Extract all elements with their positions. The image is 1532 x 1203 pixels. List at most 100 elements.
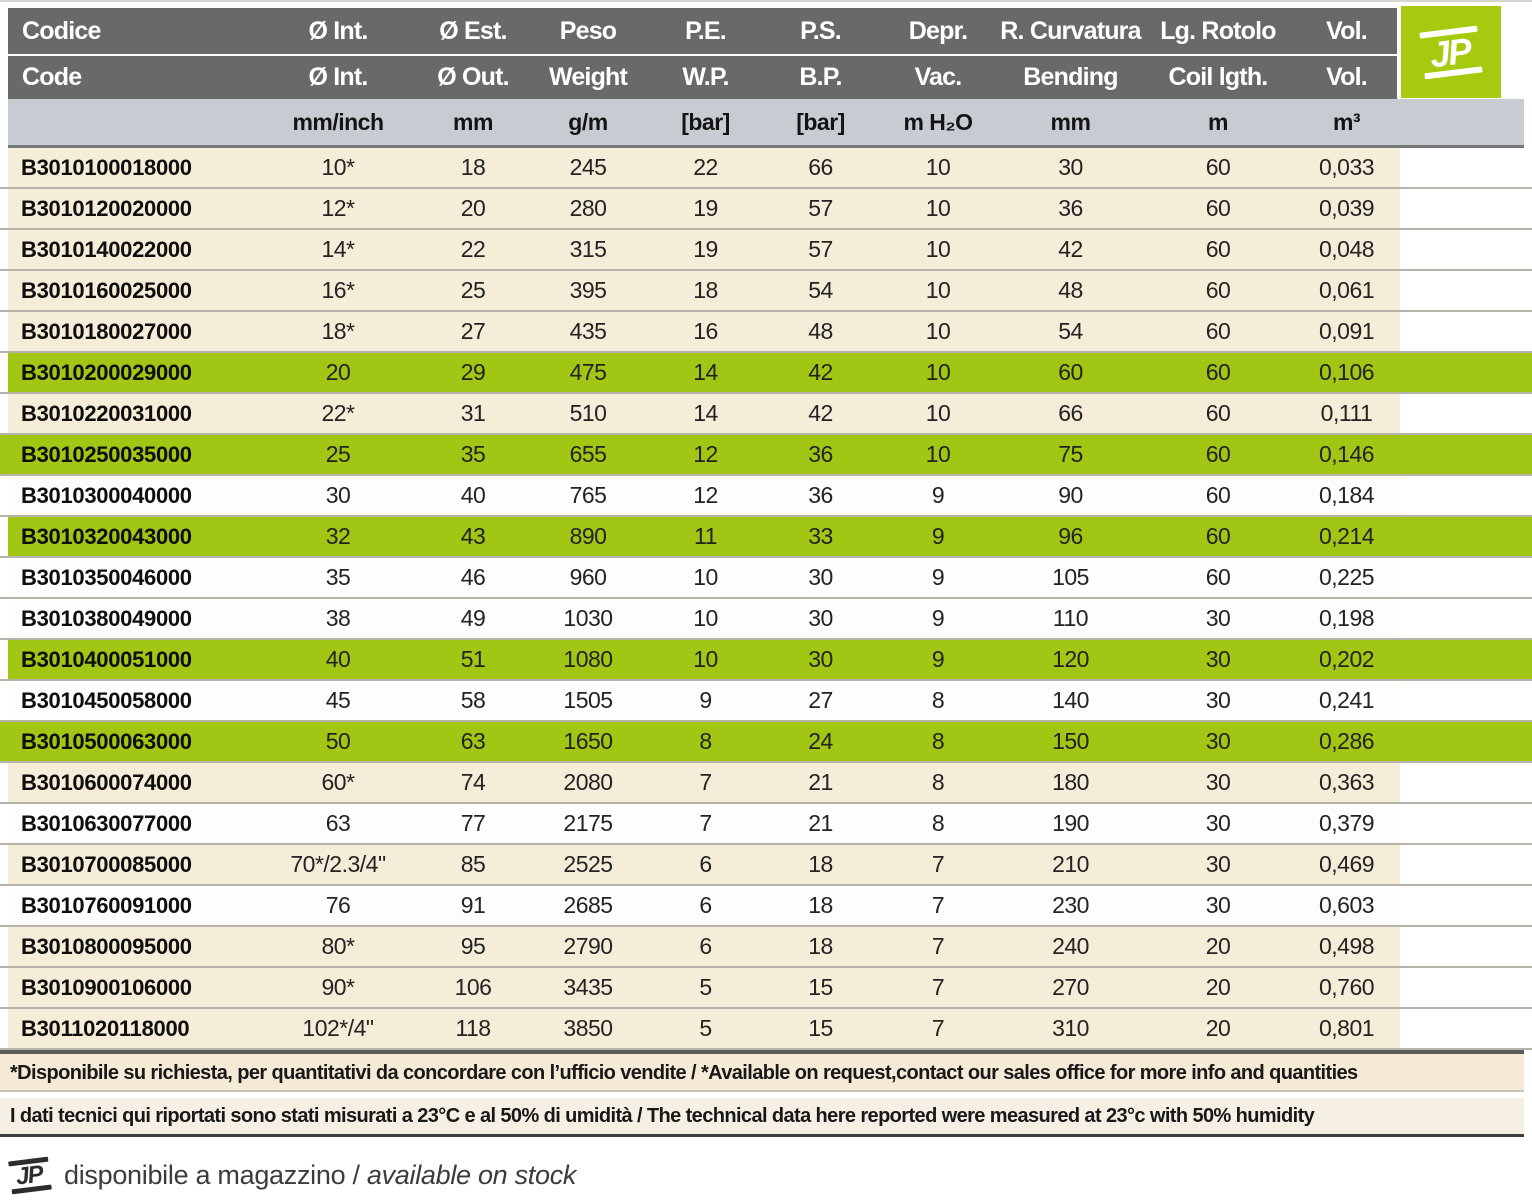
- row-10-burst-pressure: 30: [808, 564, 833, 590]
- unit-diam-int: mm/inch: [292, 108, 384, 135]
- row-18-diam-out: 91: [460, 892, 486, 918]
- row-21-working-pressure: 5: [699, 1015, 712, 1041]
- row-cells: B3010600074000 60* 74 2080 7 21 8 180 30 0,363: [8, 763, 1400, 802]
- row-7-coil-length: 60: [1205, 441, 1231, 467]
- row-9-coil-length: 60: [1205, 523, 1231, 549]
- row-12-volume: 0,202: [1318, 646, 1375, 672]
- row-12-bending-radius: 120: [1052, 646, 1089, 672]
- row-14-bending-radius: 150: [1052, 728, 1089, 754]
- table-row-B3010380049000: B3010380049000 38 49 1030 10 30 9 110 30 0,198: [0, 599, 1532, 640]
- header-it-weight: Peso: [559, 16, 617, 45]
- jp-stock-icon: JP: [8, 1156, 52, 1194]
- jp-logo: JP: [1401, 6, 1501, 98]
- row-12-burst-pressure: 30: [808, 646, 833, 672]
- row-13-code: B3010450058000: [21, 688, 192, 713]
- header-en-volume: Vol.: [1326, 63, 1368, 91]
- row-8-working-pressure: 12: [693, 482, 718, 508]
- header-it-code: Codice: [22, 16, 101, 45]
- row-5-volume: 0,106: [1318, 359, 1375, 385]
- header-en-diam-int: Ø Int.: [308, 63, 368, 91]
- row-10-coil-length: 60: [1205, 564, 1231, 590]
- row-13-working-pressure: 9: [699, 687, 712, 713]
- row-1-diam-out: 20: [460, 195, 486, 221]
- row-8-bending-radius: 90: [1058, 482, 1083, 508]
- row-6-diam-out: 31: [460, 400, 486, 426]
- row-4-diam-out: 27: [460, 318, 486, 344]
- row-background: [8, 271, 1400, 310]
- row-1-weight: 280: [569, 195, 607, 221]
- row-background: [8, 230, 1400, 269]
- row-cells: B3010760091000 76 91 2685 6 18 7 230 30 0,603: [8, 886, 1400, 925]
- row-13-weight: 1505: [563, 687, 613, 713]
- row-2-weight: 315: [569, 236, 607, 262]
- row-12-diam-out: 51: [460, 646, 486, 672]
- row-15-bending-radius: 180: [1052, 769, 1089, 795]
- table-units-row: mm/inch mm g/m [bar] [bar] m H₂O mm m m³: [8, 99, 1524, 148]
- row-17-diam-int: 70*/2.3/4": [290, 851, 386, 877]
- table-row-B3010250035000: B3010250035000 25 35 655 12 36 10 75 60 0,146: [0, 435, 1532, 476]
- row-19-volume: 0,498: [1318, 933, 1375, 959]
- row-background: [8, 640, 1532, 679]
- row-0-burst-pressure: 66: [808, 154, 833, 180]
- row-18-code: B3010760091000: [21, 893, 192, 918]
- row-14-diam-int: 50: [325, 728, 351, 754]
- legend-text: disponibile a magazzino / available on s…: [64, 1160, 576, 1191]
- row-background: [8, 599, 1400, 638]
- row-13-volume: 0,241: [1318, 687, 1375, 713]
- row-11-working-pressure: 10: [693, 605, 718, 631]
- row-1-burst-pressure: 57: [808, 195, 833, 221]
- row-11-weight: 1030: [563, 605, 613, 631]
- row-background: [8, 968, 1400, 1007]
- row-background: [8, 476, 1400, 515]
- row-14-diam-out: 63: [460, 728, 486, 754]
- row-cells: B3010250035000 25 35 655 12 36 10 75 60 0,146: [8, 435, 1400, 474]
- header-it-diam-int: Ø Int.: [308, 16, 368, 45]
- row-background: [8, 558, 1400, 597]
- row-4-diam-int: 18*: [321, 318, 355, 344]
- row-4-burst-pressure: 48: [808, 318, 833, 344]
- row-background: [8, 681, 1400, 720]
- row-1-volume: 0,039: [1318, 195, 1375, 221]
- row-9-burst-pressure: 33: [808, 523, 833, 549]
- row-background: [8, 189, 1400, 228]
- row-10-diam-int: 35: [325, 564, 351, 590]
- table-row-B3010760091000: B3010760091000 76 91 2685 6 18 7 230 30 0,603: [0, 886, 1532, 927]
- row-12-coil-length: 30: [1205, 646, 1231, 672]
- row-20-weight: 3435: [563, 974, 613, 1000]
- row-cells: B3010220031000 22* 31 510 14 42 10 66 60 0,111: [8, 394, 1400, 433]
- row-14-code: B3010500063000: [21, 729, 192, 754]
- row-19-working-pressure: 6: [699, 933, 712, 959]
- row-19-diam-out: 95: [460, 933, 486, 959]
- row-15-diam-out: 74: [460, 769, 486, 795]
- row-3-code: B3010160025000: [21, 278, 192, 303]
- row-15-burst-pressure: 21: [808, 769, 833, 795]
- row-10-code: B3010350046000: [21, 565, 192, 590]
- row-15-volume: 0,363: [1318, 769, 1375, 795]
- row-17-diam-out: 85: [460, 851, 486, 877]
- table-row-B3010320043000: B3010320043000 32 43 890 11 33 9 96 60 0,214: [0, 517, 1532, 558]
- row-11-vacuum: 9: [931, 605, 945, 631]
- row-17-burst-pressure: 18: [808, 851, 833, 877]
- table-row-B3011020118000: B3011020118000 102*/4" 118 3850 5 15 7 310 20 0,8…: [0, 1009, 1532, 1050]
- row-background: [8, 353, 1532, 392]
- row-12-code: B3010400051000: [21, 647, 192, 672]
- row-10-diam-out: 46: [460, 564, 486, 590]
- row-7-code: B3010250035000: [21, 442, 192, 467]
- header-en-diam-out: Ø Out.: [437, 63, 509, 91]
- row-8-burst-pressure: 36: [808, 482, 833, 508]
- row-14-coil-length: 30: [1205, 728, 1231, 754]
- row-6-weight: 510: [569, 400, 607, 426]
- table-row-B3010800095000: B3010800095000 80* 95 2790 6 18 7 240 20 0,498: [0, 927, 1532, 968]
- row-7-burst-pressure: 36: [808, 441, 833, 467]
- row-cells: B3010630077000 63 77 2175 7 21 8 190 30 0,379: [8, 804, 1400, 843]
- row-19-coil-length: 20: [1205, 933, 1231, 959]
- row-20-code: B3010900106000: [21, 975, 192, 1000]
- header-it-vacuum: Depr.: [908, 16, 968, 45]
- row-18-bending-radius: 230: [1052, 892, 1089, 918]
- row-10-working-pressure: 10: [693, 564, 718, 590]
- table-row-B3010200029000: B3010200029000 20 29 475 14 42 10 60 60 0,106: [0, 353, 1532, 394]
- unit-diam-out: mm: [453, 108, 493, 135]
- row-3-diam-int: 16*: [321, 277, 355, 303]
- row-20-vacuum: 7: [931, 974, 945, 1000]
- row-cells: B3010380049000 38 49 1030 10 30 9 110 30 0,198: [8, 599, 1400, 638]
